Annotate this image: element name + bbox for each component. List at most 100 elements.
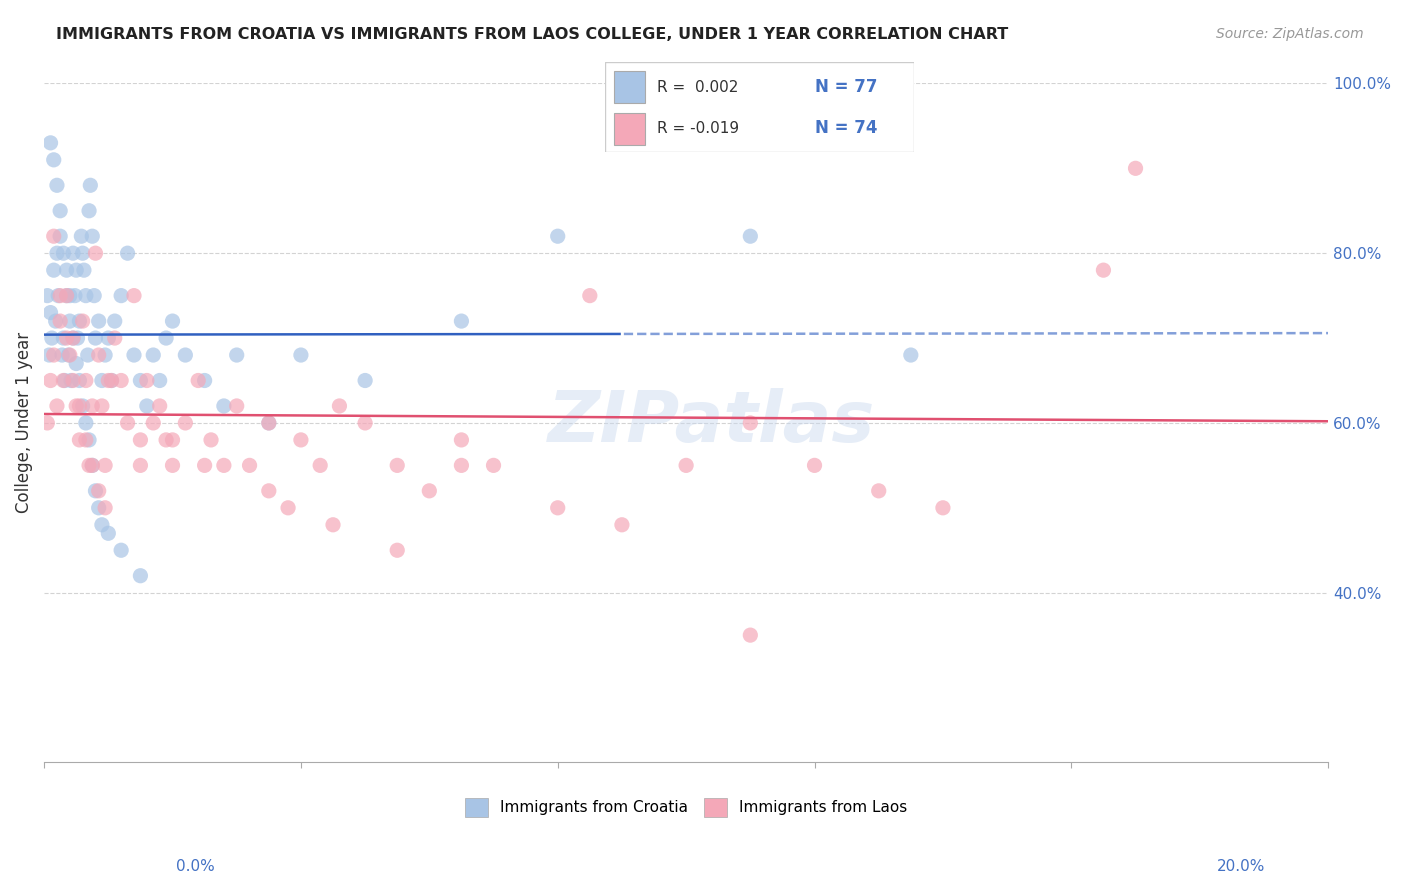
Text: Source: ZipAtlas.com: Source: ZipAtlas.com <box>1216 27 1364 41</box>
Point <box>194 458 217 473</box>
Point <box>55 288 77 302</box>
Point <box>65 263 87 277</box>
Point <box>547 229 569 244</box>
Point <box>238 458 260 473</box>
Point <box>62 331 84 345</box>
Point <box>740 416 762 430</box>
Point <box>62 246 84 260</box>
Point <box>803 458 825 473</box>
Point <box>675 458 697 473</box>
Point <box>87 314 110 328</box>
Point <box>58 348 80 362</box>
Point <box>52 374 75 388</box>
Point <box>46 178 69 193</box>
Point <box>60 374 83 388</box>
Text: R = -0.019: R = -0.019 <box>657 121 740 136</box>
Point <box>94 458 117 473</box>
Point <box>162 458 184 473</box>
Point <box>37 416 59 430</box>
Point <box>49 288 72 302</box>
Point <box>82 458 104 473</box>
Point <box>83 288 105 302</box>
Point <box>149 399 172 413</box>
Point <box>55 288 77 302</box>
Point <box>1092 263 1115 277</box>
Point <box>110 288 132 302</box>
Bar <box>614 113 645 145</box>
Point <box>76 348 98 362</box>
Point <box>1125 161 1147 176</box>
Point <box>135 374 157 388</box>
Point <box>579 288 602 302</box>
Point <box>387 543 409 558</box>
Point <box>450 433 472 447</box>
Point <box>257 483 280 498</box>
Point <box>42 153 65 167</box>
Point <box>129 374 152 388</box>
Point <box>45 314 67 328</box>
Point <box>90 399 112 413</box>
Point <box>82 229 104 244</box>
Point <box>122 348 145 362</box>
Point <box>110 374 132 388</box>
Point <box>387 458 409 473</box>
Point <box>155 433 177 447</box>
Point <box>104 314 127 328</box>
Point <box>110 543 132 558</box>
Point <box>55 263 77 277</box>
Point <box>75 433 97 447</box>
Point <box>142 416 165 430</box>
Point <box>868 483 890 498</box>
Point <box>225 399 247 413</box>
Point <box>90 517 112 532</box>
Point <box>100 374 122 388</box>
Point <box>65 399 87 413</box>
Point <box>67 399 90 413</box>
Point <box>77 458 100 473</box>
Legend: Immigrants from Croatia, Immigrants from Laos: Immigrants from Croatia, Immigrants from… <box>460 792 912 822</box>
Point <box>87 348 110 362</box>
Point <box>174 416 197 430</box>
Point <box>87 500 110 515</box>
Y-axis label: College, Under 1 year: College, Under 1 year <box>15 333 32 514</box>
Point <box>328 399 350 413</box>
Text: N = 74: N = 74 <box>815 120 877 137</box>
Point <box>547 500 569 515</box>
Point <box>155 331 177 345</box>
Point <box>117 416 139 430</box>
Point <box>42 229 65 244</box>
Point <box>55 331 77 345</box>
Point <box>79 178 101 193</box>
Point <box>212 458 235 473</box>
Point <box>59 348 82 362</box>
Text: 0.0%: 0.0% <box>176 859 215 874</box>
Point <box>740 229 762 244</box>
Point <box>94 348 117 362</box>
Point <box>932 500 955 515</box>
Point <box>62 331 84 345</box>
Point <box>84 246 107 260</box>
Point <box>122 288 145 302</box>
Point <box>900 348 922 362</box>
Point <box>482 458 505 473</box>
Point <box>162 314 184 328</box>
Point <box>65 357 87 371</box>
Point <box>225 348 247 362</box>
Point <box>75 416 97 430</box>
Point <box>49 203 72 218</box>
Text: N = 77: N = 77 <box>815 78 877 96</box>
Point <box>97 526 120 541</box>
Point <box>77 203 100 218</box>
Point <box>62 374 84 388</box>
Point <box>49 314 72 328</box>
Point <box>309 458 332 473</box>
Point <box>52 331 75 345</box>
Point <box>59 288 82 302</box>
Point <box>117 246 139 260</box>
Point <box>200 433 222 447</box>
Point <box>100 374 122 388</box>
Point <box>84 483 107 498</box>
Point <box>277 500 299 515</box>
Point <box>52 246 75 260</box>
Point <box>610 517 633 532</box>
